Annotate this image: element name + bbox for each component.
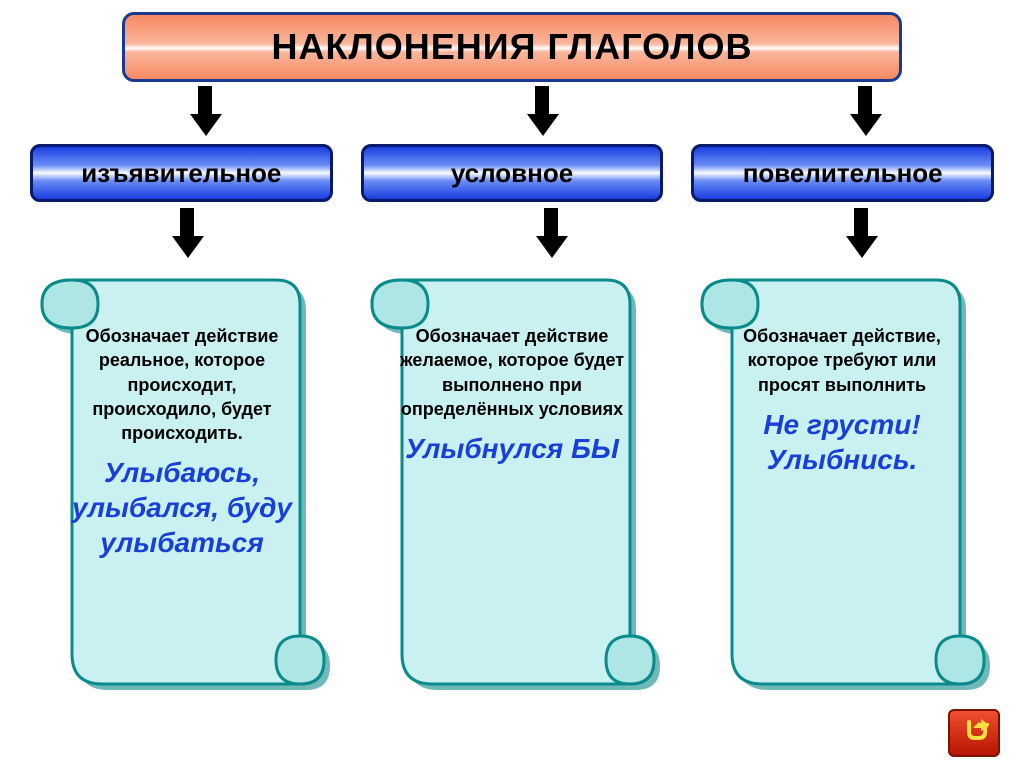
main-title: НАКЛОНЕНИЯ ГЛАГОЛОВ: [122, 12, 902, 82]
example-text: Улыбнулся БЫ: [394, 431, 630, 466]
arrow-down-icon: [536, 208, 566, 258]
subtitle-indicative: изъявительное: [30, 144, 333, 202]
arrows-top-row: [30, 82, 994, 142]
scroll-indicative: Обозначает действие реальное, которое пр…: [30, 264, 334, 699]
example-text: Улыбаюсь, улыбался, буду улыбаться: [64, 455, 300, 560]
description-text: Обозначает действие реальное, которое пр…: [64, 324, 300, 445]
arrows-bottom-row: [30, 202, 994, 264]
scroll-content: Обозначает действие желаемое, которое бу…: [394, 324, 630, 466]
back-button[interactable]: [948, 709, 1000, 757]
subtitle-conditional: условное: [361, 144, 664, 202]
arrow-down-icon: [190, 86, 220, 136]
scroll-imperative: Обозначает действие, которое требуют или…: [690, 264, 994, 699]
arrow-down-icon: [850, 86, 880, 136]
diagram-container: НАКЛОНЕНИЯ ГЛАГОЛОВ изъявительное условн…: [0, 0, 1024, 767]
arrow-down-icon: [527, 86, 557, 136]
example-text: Не грусти! Улыбнись.: [724, 407, 960, 477]
arrow-down-icon: [172, 208, 202, 258]
subtitle-imperative: повелительное: [691, 144, 994, 202]
scroll-content: Обозначает действие реальное, которое пр…: [64, 324, 300, 560]
scroll-conditional: Обозначает действие желаемое, которое бу…: [360, 264, 664, 699]
arrow-down-icon: [846, 208, 876, 258]
description-text: Обозначает действие желаемое, которое бу…: [394, 324, 630, 421]
scroll-content: Обозначает действие, которое требуют или…: [724, 324, 960, 477]
description-text: Обозначает действие, которое требуют или…: [724, 324, 960, 397]
subtitles-row: изъявительное условное повелительное: [30, 144, 994, 202]
scrolls-row: Обозначает действие реальное, которое пр…: [30, 264, 994, 699]
u-turn-arrow-icon: [959, 718, 989, 748]
